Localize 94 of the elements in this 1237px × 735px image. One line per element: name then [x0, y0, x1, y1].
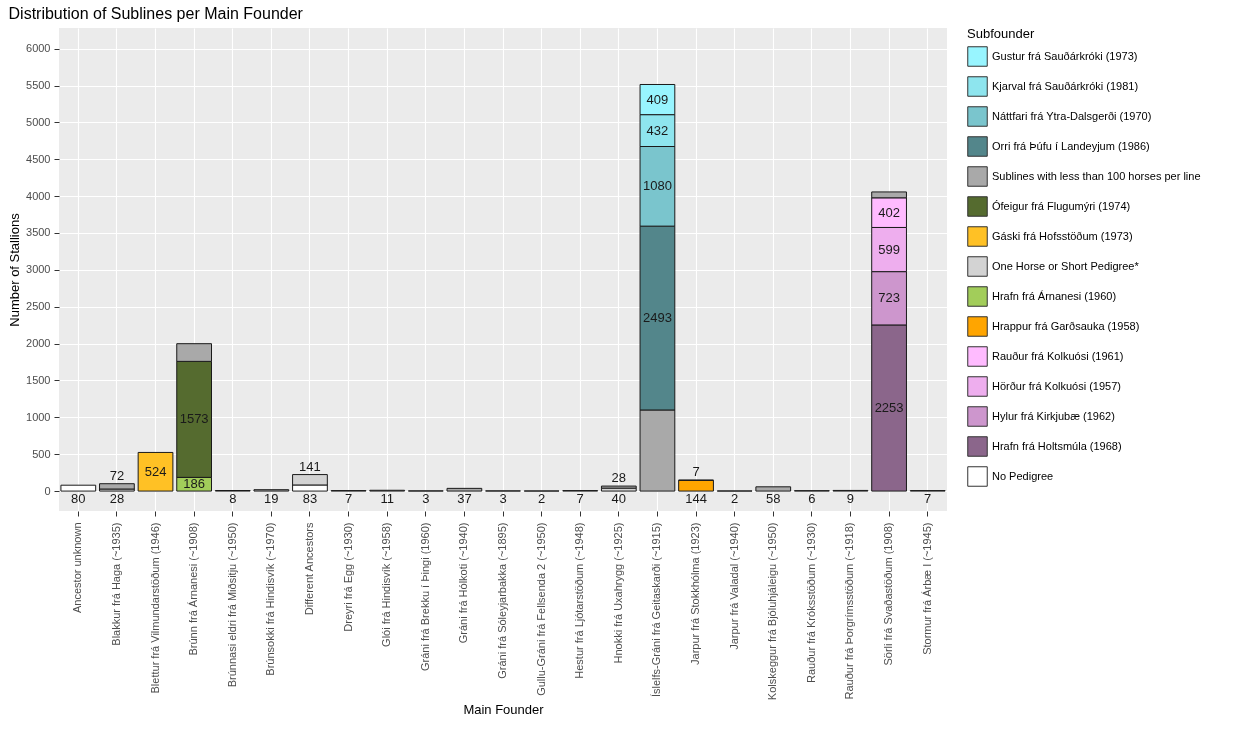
x-axis-title: Main Founder: [463, 702, 545, 718]
data-label: 37: [457, 491, 472, 507]
legend-label: Hylur frá Kirkjubæ (1962): [992, 409, 1115, 422]
data-label: 9: [846, 491, 855, 507]
x-tick-label: Hnokki frá Uxahrygg (~1925): [611, 522, 624, 664]
data-label: 7: [576, 491, 584, 507]
bar: [678, 479, 714, 492]
y-tick-label: 3000: [26, 263, 51, 276]
x-tick-label: Blakkur frá Haga (~1935): [109, 522, 122, 646]
y-axis-title: Number of Stallions: [7, 212, 23, 327]
data-label: 7: [924, 491, 932, 507]
legend-label: Hrafn frá Holtsmúla (1968): [992, 439, 1122, 452]
x-tick-label: Blettur frá Vilmundarstöðum (1946): [148, 522, 161, 694]
y-tick-label: 1000: [26, 410, 51, 423]
x-tick-label: Gráni frá Brekku í Þingi (1960): [418, 522, 431, 672]
legend-label: Rauður frá Kolkuósi (1961): [992, 349, 1124, 362]
y-tick-label: 4500: [26, 152, 51, 165]
data-label: 2253: [874, 400, 904, 416]
y-tick-label: 500: [32, 447, 51, 460]
x-tick-label: Different Ancestors: [302, 522, 315, 616]
data-label: 58: [766, 491, 781, 507]
bar: [137, 451, 174, 492]
x-tick-label: Íslelfs-Gráni frá Geitaskarði (~1915): [650, 522, 663, 698]
data-label: 28: [109, 491, 125, 507]
data-label: 723: [878, 290, 900, 306]
y-tick-label: 5500: [26, 79, 51, 92]
legend-label: Kjarval frá Sauðárkróki (1981): [992, 79, 1139, 92]
data-label: 7: [344, 491, 353, 507]
data-label: 28: [611, 470, 627, 486]
y-tick-label: 2500: [26, 300, 51, 313]
y-tick-label: 4000: [26, 189, 51, 202]
data-label: 72: [109, 467, 125, 483]
legend-title: Subfounder: [967, 26, 1035, 41]
x-tick-label: Dreyri frá Egg (~1930): [341, 522, 354, 632]
x-tick-label: Hestur frá Ljótarstöðum (~1948): [573, 522, 586, 679]
x-tick-label: Brúnn frá Árnanesi (~1908): [187, 522, 200, 656]
legend-label: Sublines with less than 100 horses per line: [992, 169, 1201, 182]
data-label: 2493: [642, 310, 672, 326]
y-tick-label: 1500: [26, 373, 51, 386]
data-label: 3: [499, 491, 507, 507]
x-tick-label: Gullu-Gráni frá Fellsenda 2 (~1950): [534, 522, 547, 696]
legend-label: Hörður frá Kolkuósi (1957): [992, 379, 1122, 392]
y-tick-label: 3500: [26, 226, 51, 239]
data-label: 7: [692, 463, 700, 479]
data-label: 432: [646, 122, 669, 138]
data-label: 11: [380, 491, 394, 507]
y-tick-label: 2000: [26, 337, 51, 350]
data-label: 141: [299, 458, 321, 474]
data-label: 6: [808, 491, 816, 507]
data-label: 1080: [642, 178, 672, 194]
data-label: 409: [646, 91, 669, 107]
bar: [446, 487, 483, 492]
data-label: 19: [264, 491, 279, 507]
x-tick-label: Kolskeggur frá Bjóluhjáleigu (~1950): [766, 522, 779, 701]
x-tick-label: Gráni frá Hólkoti (~1940): [457, 522, 470, 644]
y-tick-label: 0: [44, 484, 51, 497]
data-label: 402: [878, 204, 900, 220]
x-tick-label: Jarpur frá Stokkhólma (1923): [689, 522, 702, 665]
x-tick-label: Sörli frá Svaðastöðum (1908): [882, 522, 895, 666]
data-label: 186: [183, 476, 205, 492]
x-tick-label: Brúnnasi eldri frá Miðsitju (~1950): [225, 522, 238, 688]
y-tick-label: 5000: [26, 115, 51, 128]
legend-label: One Horse or Short Pedigree*: [992, 259, 1140, 272]
data-label: 83: [302, 491, 318, 507]
data-label: 599: [878, 241, 900, 257]
legend-label: No Pedigree: [992, 469, 1054, 482]
legend-label: Hrafn frá Árnanesi (1960): [992, 289, 1117, 302]
data-label: 40: [611, 491, 627, 507]
data-label: 2: [731, 491, 739, 507]
y-tick-label: 6000: [26, 42, 51, 55]
chart-title: Distribution of Sublines per Main Founder: [8, 5, 304, 22]
x-tick-label: Glói frá Hindisvík (~1958): [380, 522, 393, 647]
bar: [755, 486, 792, 492]
legend-label: Gustur frá Sauðárkróki (1973): [992, 49, 1138, 62]
x-tick-label: Rauður frá Króksstöðum (~1930): [804, 522, 817, 683]
x-tick-label: Ancestor unknown: [71, 522, 84, 613]
x-tick-label: Stormur frá Árbæ I (~1945): [920, 522, 933, 655]
data-label: 80: [71, 491, 86, 507]
bar: [99, 483, 135, 490]
legend-label: Náttfari frá Ytra-Dalsgerði (1970): [992, 109, 1152, 122]
x-tick-label: Jarpur frá Valadal (~1940): [727, 522, 740, 650]
legend-label: Ófeigur frá Flugumýri (1974): [992, 199, 1131, 212]
legend-label: Gáski frá Hofsstöðum (1973): [992, 229, 1133, 242]
data-label: 524: [144, 463, 167, 479]
data-label: 8: [229, 491, 237, 507]
x-tick-label: Brúnsokki frá Hindisvík (~1970): [264, 522, 277, 676]
x-tick-label: Gráni frá Sóleyjarbakka (~1895): [496, 522, 508, 679]
data-label: 1573: [179, 411, 209, 427]
data-label: 144: [685, 491, 707, 507]
x-tick-label: Rauður frá Þorgrímsstöðum (~1918): [843, 522, 856, 700]
data-label: 2: [537, 491, 546, 507]
data-label: 3: [422, 491, 430, 507]
legend-label: Orri frá Þúfu í Landeyjum (1986): [992, 139, 1150, 152]
legend-label: Hrappur frá Garðsauka (1958): [992, 319, 1140, 332]
